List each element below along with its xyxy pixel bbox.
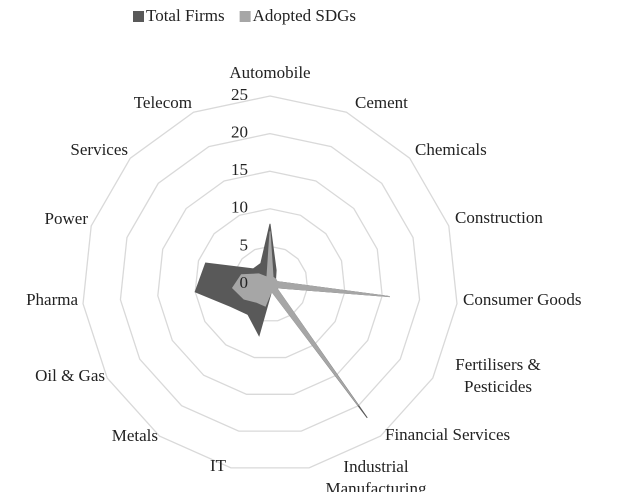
grid-ring (157, 170, 383, 395)
category-label: Power (44, 209, 88, 228)
category-label: IT (209, 456, 227, 475)
r-tick-label: 20 (231, 123, 248, 142)
r-tick-label: 15 (231, 160, 248, 179)
legend-swatch (133, 11, 144, 22)
category-label: Financial Services (385, 425, 511, 444)
series-area (231, 231, 390, 406)
legend-label: Total Firms (146, 6, 225, 25)
category-label: Metals (111, 426, 158, 445)
r-tick-label: 5 (240, 235, 249, 254)
category-label: Construction (455, 208, 543, 227)
grid-ring (231, 245, 309, 322)
category-label: Pharma (26, 290, 78, 309)
category-label: Fertilisers & Pesticides (455, 355, 541, 396)
grid-ring (82, 95, 458, 469)
series-area (194, 223, 390, 419)
grid-ring (119, 132, 421, 432)
category-label: Oil & Gas (35, 366, 105, 385)
r-tick-label: 25 (231, 85, 248, 104)
legend-swatch (239, 11, 251, 22)
legend-label: Adopted SDGs (253, 6, 356, 25)
category-label: Industrial Manufacturing (325, 457, 427, 492)
category-label: Chemicals (415, 140, 487, 159)
r-tick-label: 10 (231, 198, 248, 217)
category-label: Telecom (133, 93, 192, 112)
category-label: Consumer Goods (463, 290, 582, 309)
r-tick-label: 0 (240, 273, 249, 292)
category-label: Services (70, 140, 128, 159)
grid-ring (194, 208, 346, 359)
category-label: Automobile (229, 63, 311, 82)
category-label: Cement (355, 93, 408, 112)
